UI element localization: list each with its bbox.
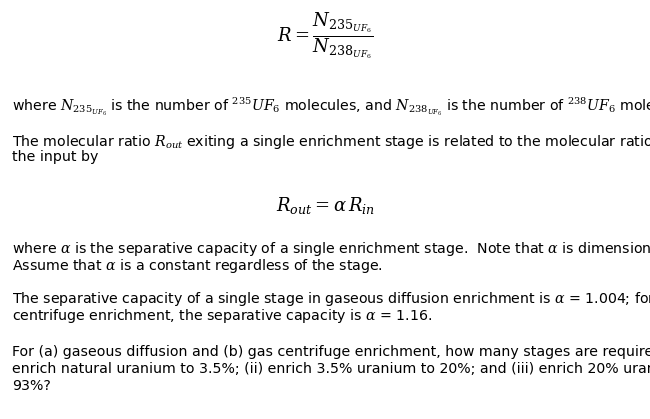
Text: Assume that $\alpha$ is a constant regardless of the stage.: Assume that $\alpha$ is a constant regar…	[12, 257, 383, 275]
Text: enrich natural uranium to 3.5%; (ii) enrich 3.5% uranium to 20%; and (iii) enric: enrich natural uranium to 3.5%; (ii) enr…	[12, 362, 650, 376]
Text: For (a) gaseous diffusion and (b) gas centrifuge enrichment, how many stages are: For (a) gaseous diffusion and (b) gas ce…	[12, 345, 650, 359]
Text: 93%?: 93%?	[12, 379, 51, 393]
Text: where $\alpha$ is the separative capacity of a single enrichment stage.  Note th: where $\alpha$ is the separative capacit…	[12, 240, 650, 258]
Text: $R_{out} = \alpha \, R_{in}$: $R_{out} = \alpha \, R_{in}$	[276, 195, 374, 216]
Text: $R = \dfrac{N_{235_{UF_6}}}{N_{238_{UF_6}}}$: $R = \dfrac{N_{235_{UF_6}}}{N_{238_{UF_6…	[277, 10, 373, 61]
Text: The molecular ratio $R_{out}$ exiting a single enrichment stage is related to th: The molecular ratio $R_{out}$ exiting a …	[12, 133, 650, 151]
Text: centrifuge enrichment, the separative capacity is $\alpha$ = 1.16.: centrifuge enrichment, the separative ca…	[12, 307, 432, 325]
Text: where $N_{235_{UF_6}}$ is the number of $^{235}UF_6$ molecules, and $N_{238_{UF_: where $N_{235_{UF_6}}$ is the number of …	[12, 95, 650, 118]
Text: The separative capacity of a single stage in gaseous diffusion enrichment is $\a: The separative capacity of a single stag…	[12, 290, 650, 308]
Text: the input by: the input by	[12, 150, 98, 164]
